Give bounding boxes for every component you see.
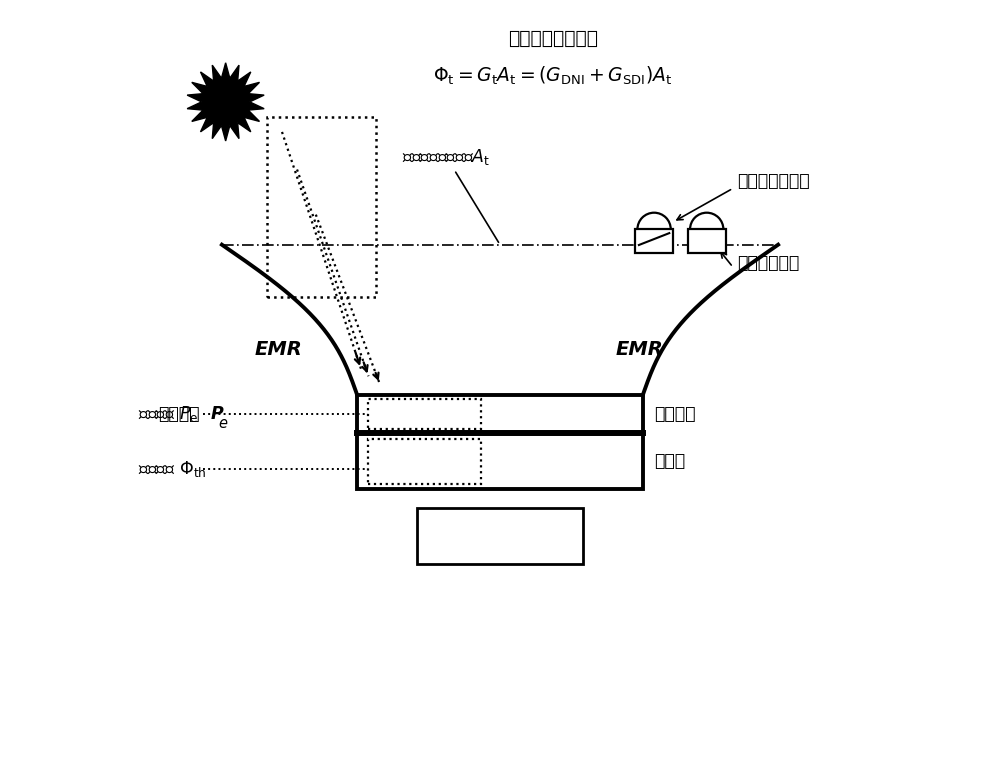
Text: EMR: EMR bbox=[254, 340, 302, 359]
Bar bbox=[417, 508, 583, 564]
Text: 太阳总辐射表: 太阳总辐射表 bbox=[737, 255, 799, 273]
Text: $\mathit{\Phi}_\mathrm{t}=G_\mathrm{t}A_\mathrm{t}=(G_\mathrm{DNI}+G_\mathrm{SDI: $\mathit{\Phi}_\mathrm{t}=G_\mathrm{t}A_… bbox=[433, 65, 672, 87]
Text: 入射光孔采光面积$A_\mathrm{t}$: 入射光孔采光面积$A_\mathrm{t}$ bbox=[402, 147, 499, 242]
Bar bbox=[688, 230, 726, 252]
Text: 光伏组件: 光伏组件 bbox=[654, 405, 696, 423]
Bar bbox=[368, 439, 481, 483]
Polygon shape bbox=[187, 63, 264, 141]
Bar bbox=[357, 432, 643, 489]
Text: 产热流量 $\mathit{\Phi}_\mathrm{th}$: 产热流量 $\mathit{\Phi}_\mathrm{th}$ bbox=[138, 459, 206, 479]
Bar bbox=[357, 395, 643, 432]
Bar bbox=[635, 230, 673, 252]
Text: P: P bbox=[199, 405, 224, 423]
Text: 产电功率 $\mathit{P}_\mathrm{e}$: 产电功率 $\mathit{P}_\mathrm{e}$ bbox=[138, 404, 198, 424]
Bar bbox=[267, 117, 376, 297]
Text: 太阳散射辐射表: 太阳散射辐射表 bbox=[737, 172, 809, 190]
Text: 产电功率: 产电功率 bbox=[158, 405, 199, 423]
Text: 跟踪器: 跟踪器 bbox=[484, 527, 516, 546]
Text: 太阳总辐射通量：: 太阳总辐射通量： bbox=[508, 28, 598, 47]
Text: EMR: EMR bbox=[615, 340, 663, 359]
Text: e: e bbox=[218, 416, 227, 431]
Bar bbox=[368, 399, 481, 429]
Text: 散热器: 散热器 bbox=[654, 452, 685, 470]
